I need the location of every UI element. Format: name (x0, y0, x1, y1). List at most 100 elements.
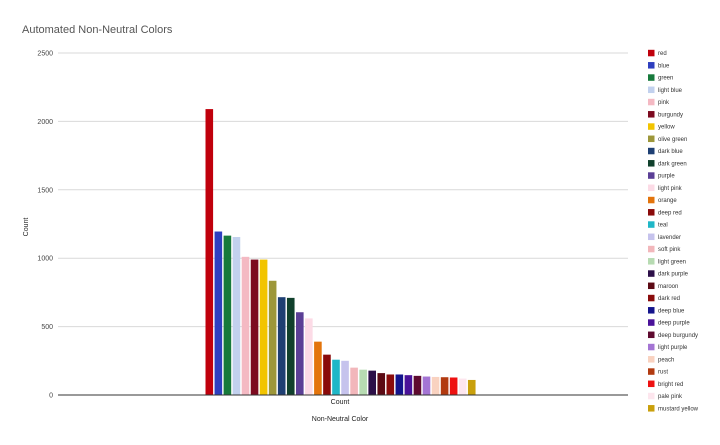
legend-label: light purple (658, 345, 688, 351)
legend-label: rust (658, 370, 668, 376)
legend-swatch (648, 319, 655, 326)
legend-label: purple (658, 174, 675, 180)
legend-swatch (648, 184, 655, 192)
bar-burgundy (250, 259, 259, 395)
legend-label: deep red (658, 210, 682, 216)
legend-swatch (648, 135, 655, 143)
legend-label: olive green (658, 137, 687, 143)
legend-swatch (648, 343, 655, 351)
x-axis-title: Non-Neutral Color (312, 416, 369, 423)
bar-soft-pink (350, 367, 358, 395)
legend-swatch (648, 380, 655, 388)
y-tick-label: 500 (41, 324, 53, 331)
legend: red blue green light blue pink burgundy yellow… (648, 49, 699, 412)
legend-swatch (648, 405, 655, 412)
legend-swatch (648, 258, 655, 265)
legend-label: light pink (658, 186, 683, 192)
legend-label: dark purple (658, 272, 689, 278)
bars (205, 109, 476, 395)
legend-label: pale pink (658, 394, 683, 400)
bar-deep-purple (404, 375, 413, 395)
bar-teal (332, 359, 340, 395)
bar-deep-red (323, 354, 331, 395)
legend-label: bright red (658, 382, 683, 388)
bar-green (223, 235, 232, 395)
bar-peach (431, 376, 440, 395)
legend-label: dark green (658, 161, 687, 167)
bar-deep-blue (395, 374, 404, 395)
y-tick-label: 1000 (37, 256, 53, 263)
bar-pale-pink (458, 378, 467, 395)
legend-label: light green (658, 259, 686, 265)
y-tick-label: 1500 (37, 187, 53, 194)
legend-swatch (648, 307, 655, 314)
legend-label: light blue (658, 88, 683, 94)
legend-label: green (658, 76, 673, 82)
bar-dark-red (386, 374, 395, 395)
legend-label: dark red (658, 296, 680, 302)
chart-title: Automated Non-Neutral Colors (22, 24, 173, 36)
legend-label: deep blue (658, 308, 685, 314)
bar-lavender (341, 360, 349, 395)
bar-yellow (259, 259, 268, 395)
bar-dark-blue (277, 297, 286, 395)
legend-label: red (658, 51, 667, 57)
legend-label: burgundy (658, 112, 683, 118)
y-tick-label: 2500 (37, 51, 53, 58)
bar-deep-burgundy (413, 375, 422, 395)
legend-swatch (648, 356, 655, 363)
bar-maroon (377, 373, 386, 395)
legend-label: lavender (658, 235, 681, 241)
legend-swatch (648, 196, 655, 204)
bar-orange (314, 341, 322, 395)
bar-red (205, 109, 214, 395)
legend-swatch (648, 209, 655, 216)
legend-label: dark blue (658, 149, 683, 155)
y-axis-title: Count (23, 218, 30, 237)
legend-swatch (648, 74, 655, 81)
legend-swatch (648, 221, 655, 228)
legend-swatch (648, 111, 655, 118)
gridlines (58, 52, 628, 328)
legend-swatch (648, 86, 655, 94)
bar-light-pink (305, 318, 313, 395)
legend-label: peach (658, 357, 674, 363)
legend-swatch (648, 233, 655, 241)
y-tick-label: 0 (49, 393, 53, 400)
legend-swatch (648, 392, 655, 400)
legend-label: orange (658, 198, 677, 204)
bar-dark-green (286, 297, 295, 395)
legend-swatch (648, 123, 655, 130)
legend-swatch (648, 270, 655, 277)
legend-label: maroon (658, 284, 678, 290)
legend-swatch (648, 160, 655, 167)
y-tick-label: 2000 (37, 119, 53, 126)
legend-swatch (648, 368, 655, 375)
bar-dark-purple (368, 370, 376, 395)
bar-light-blue (232, 236, 241, 395)
bar-light-purple (422, 376, 431, 395)
legend-swatch (648, 147, 655, 155)
legend-label: deep purple (658, 321, 690, 327)
legend-swatch (648, 331, 655, 339)
bar-light-green (359, 369, 367, 395)
legend-label: mustard yellow (658, 406, 699, 412)
bar-olive-green (268, 280, 277, 395)
legend-swatch (648, 294, 655, 302)
legend-swatch (648, 49, 655, 57)
legend-label: blue (658, 63, 670, 69)
category-label: Count (331, 399, 350, 406)
legend-label: deep burgundy (658, 333, 698, 339)
legend-label: yellow (658, 125, 675, 131)
bar-rust (440, 377, 449, 395)
legend-label: pink (658, 100, 670, 106)
bar-blue (214, 231, 223, 395)
bar-bright-red (449, 377, 458, 395)
legend-label: soft pink (658, 247, 681, 253)
bar-mustard-yellow (467, 379, 476, 395)
bar-purple (296, 312, 304, 395)
bar-pink (241, 256, 250, 395)
legend-swatch (648, 62, 655, 69)
